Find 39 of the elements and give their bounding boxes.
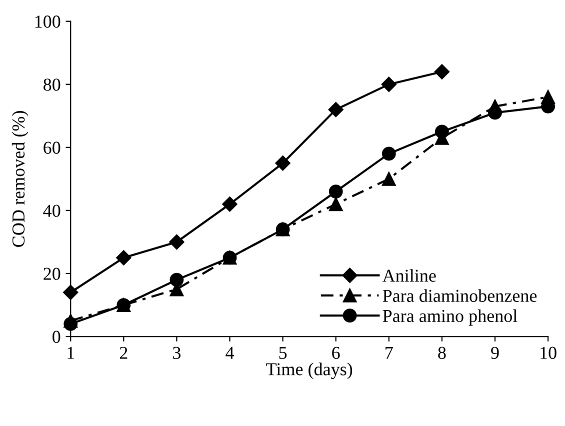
point [434,64,450,80]
point [222,250,237,265]
point [116,250,132,266]
x-tick-label: 2 [120,346,128,359]
y-tick-label: 100 [35,16,60,28]
point [382,146,396,161]
x-tick-label: 5 [279,346,287,359]
y-tick-label: 20 [44,268,60,280]
y-tick-label: 60 [44,142,60,154]
x-tick-label: 8 [438,346,446,359]
y-axis-title: COD removed (%) [12,111,28,247]
y-tick-label: 80 [44,78,60,91]
x-tick-label: 4 [226,346,234,359]
legend-label: Aniline [382,269,436,282]
x-tick-label: 1 [68,346,74,359]
point [328,197,343,212]
y-tick-label: 0 [52,330,60,343]
x-tick-label: 7 [386,346,393,359]
point [276,222,290,236]
point [222,196,238,212]
point [328,184,343,198]
point [170,272,184,287]
point [382,172,396,186]
x-tick-label: 9 [491,346,499,359]
y-tick-label: 40 [43,204,60,217]
point [275,156,290,171]
x-tick-label: 3 [173,346,181,359]
point [488,106,502,120]
x-tick-label: 6 [332,346,340,359]
x-tick-label: 10 [540,346,556,359]
point [435,124,449,139]
point [381,76,396,92]
point [328,102,344,118]
legend-label: Para diaminobenzene [382,289,537,302]
point [116,298,131,312]
point [63,284,78,300]
legend-label: Para amino phenol [382,309,518,326]
x-axis-title: Time (days) [266,362,352,380]
point [169,234,184,250]
